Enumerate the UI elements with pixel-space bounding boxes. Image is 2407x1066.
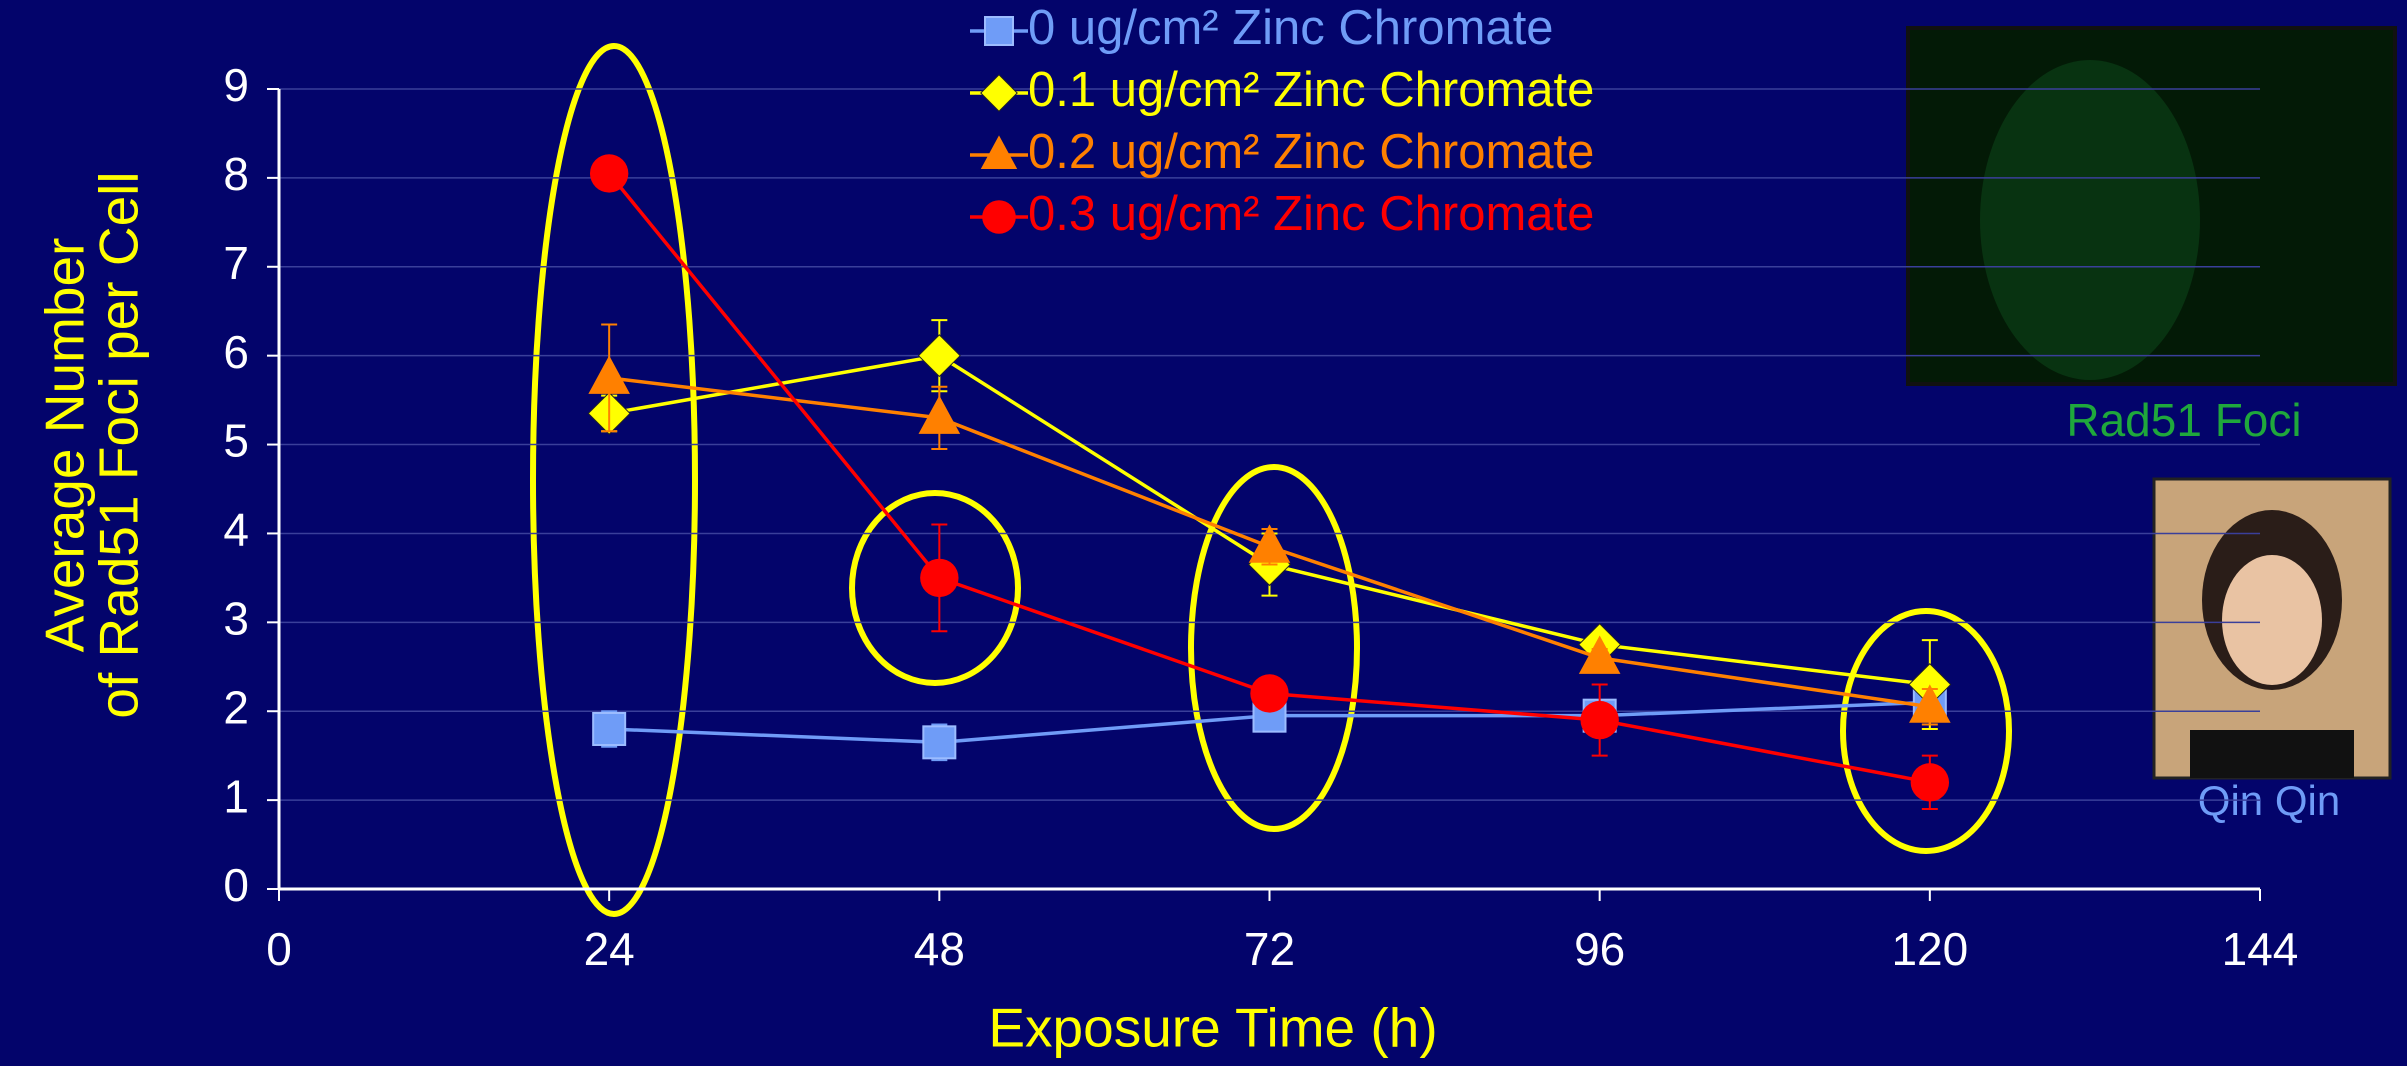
legend-label: 0.2 ug/cm² Zinc Chromate [1028, 125, 1594, 179]
marker [918, 395, 961, 434]
highlight-ellipse [849, 490, 1021, 686]
legend-entry: 0.2 ug/cm² Zinc Chromate [970, 125, 1594, 179]
portrait-shirt [2190, 730, 2354, 778]
plot: 0 1 2 3 4 5 6 7 8 9 0 24 48 72 96 120 144 0 ug/cm² Zinc C… [223, 1, 2298, 975]
micrograph: Rad51 Foci [1906, 26, 2397, 446]
y-tick-label: 2 [223, 681, 249, 733]
legend-label: 0.1 ug/cm² Zinc Chromate [1028, 63, 1594, 117]
highlight-ellipse [1840, 608, 2012, 854]
marker [984, 16, 1014, 46]
y-tick-label: 8 [223, 148, 249, 200]
x-tick-label: 48 [914, 923, 965, 975]
micrograph-label: Rad51 Foci [2066, 394, 2301, 446]
y-tick-label: 1 [223, 770, 249, 822]
marker [920, 558, 959, 598]
marker [589, 154, 629, 193]
marker [1910, 763, 1950, 802]
marker [1578, 635, 1621, 674]
legend-label: 0 ug/cm² Zinc Chromate [1028, 1, 1554, 55]
portrait: Qin Qin [2152, 477, 2392, 824]
marker [1248, 524, 1291, 563]
cell-nucleus [1980, 60, 2200, 380]
highlight-ellipse [530, 43, 698, 917]
marker [922, 725, 957, 760]
legend-entry: 0 ug/cm² Zinc Chromate [970, 1, 1554, 55]
portrait-face [2222, 555, 2322, 685]
marker [1580, 700, 1619, 740]
x-tick-label: 24 [584, 923, 635, 975]
x-axis-title: Exposure Time (h) [988, 997, 1437, 1059]
x-tick-label: 72 [1244, 923, 1295, 975]
y-axis-title: Average Number of Rad51 Foci per Cell [34, 171, 150, 718]
series [589, 154, 1950, 810]
x-tick-label: 96 [1574, 923, 1625, 975]
y-axis-title-line: of Rad51 Foci per Cell [88, 171, 150, 718]
marker [1250, 674, 1289, 713]
legend-entry: 0.3 ug/cm² Zinc Chromate [970, 187, 1594, 241]
y-tick-label: 7 [223, 237, 249, 289]
marker [982, 200, 1016, 234]
highlight-ellipse [1188, 464, 1360, 832]
x-tick-label: 0 [266, 923, 292, 975]
marker [592, 712, 627, 746]
y-tick-label: 5 [223, 415, 249, 467]
legend-entry: 0.1 ug/cm² Zinc Chromate [970, 63, 1594, 117]
marker [588, 355, 630, 394]
y-axis-title-line: Average Number [34, 238, 96, 653]
y-tick-label: 6 [223, 326, 249, 378]
legend-label: 0.3 ug/cm² Zinc Chromate [1028, 187, 1594, 241]
y-tick-label: 4 [223, 504, 249, 556]
marker [980, 74, 1018, 112]
y-tick-label: 0 [223, 859, 249, 911]
marker [980, 135, 1018, 169]
y-tick-label: 3 [223, 592, 249, 644]
series [588, 323, 1951, 726]
marker [1909, 684, 1951, 723]
x-tick-label: 144 [2222, 923, 2299, 975]
y-tick-label: 9 [223, 59, 249, 111]
marker [917, 334, 961, 378]
x-tick-label: 120 [1891, 923, 1968, 975]
